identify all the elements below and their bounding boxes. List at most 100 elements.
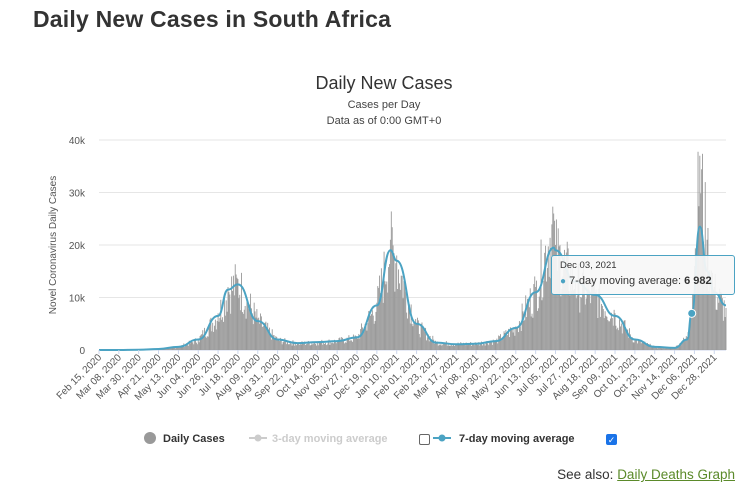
daily-case-bar: [220, 299, 222, 350]
daily-case-bar: [290, 343, 292, 350]
daily-case-bar: [678, 345, 680, 350]
daily-case-bar: [201, 334, 203, 350]
daily-case-bar: [289, 342, 291, 350]
daily-case-bar: [314, 342, 316, 350]
daily-case-bar: [454, 345, 455, 350]
daily-case-bar: [298, 344, 300, 350]
daily-case-bar: [403, 281, 405, 350]
daily-case-bar: [426, 337, 428, 350]
daily-case-bar: [200, 334, 202, 350]
daily-case-bar: [580, 297, 582, 350]
daily-case-bar: [244, 305, 246, 350]
daily-case-bar: [541, 300, 543, 350]
daily-case-bar: [234, 264, 236, 350]
daily-case-bar: [530, 316, 532, 350]
daily-case-bar: [685, 336, 687, 350]
daily-case-bar: [619, 326, 621, 350]
daily-case-bar: [510, 330, 512, 350]
daily-case-bar: [522, 311, 524, 350]
daily-case-bar: [723, 300, 725, 350]
daily-case-bar: [269, 334, 271, 350]
daily-case-bar: [583, 277, 585, 350]
daily-case-bar: [423, 328, 425, 350]
daily-case-bar: [409, 323, 411, 350]
daily-case-bar: [190, 340, 192, 350]
daily-case-bar: [240, 310, 242, 350]
daily-case-bar: [316, 342, 318, 350]
daily-case-bar: [224, 315, 226, 350]
daily-case-bar: [459, 344, 461, 350]
daily-case-bar: [525, 295, 527, 350]
daily-case-bar: [188, 340, 190, 350]
daily-case-bar: [563, 265, 565, 350]
daily-case-bar: [688, 326, 690, 350]
daily-case-bar: [320, 342, 322, 350]
daily-case-bar: [513, 327, 515, 350]
daily-case-bar: [379, 275, 381, 350]
daily-case-bar: [593, 285, 595, 350]
daily-case-bar: [656, 347, 657, 350]
daily-case-bar: [490, 342, 491, 350]
tooltip-value: 6 982: [684, 275, 712, 287]
daily-case-bar: [354, 335, 356, 350]
daily-case-bar: [498, 335, 500, 350]
seven-day-average-checkbox[interactable]: ✓: [606, 434, 617, 445]
daily-case-bar: [391, 227, 393, 350]
daily-case-bar: [569, 295, 571, 350]
daily-case-bar: [462, 344, 464, 350]
daily-case-bar: [576, 295, 578, 350]
daily-case-bar: [683, 337, 685, 350]
chart-subtitle-asof: Data as of 0:00 GMT+0: [327, 115, 442, 127]
daily-case-bar: [638, 340, 640, 350]
daily-case-bar: [288, 344, 289, 350]
daily-case-bar: [494, 339, 496, 350]
daily-case-bar: [209, 319, 211, 350]
daily-case-bar: [428, 341, 430, 350]
daily-case-bar: [329, 344, 331, 350]
daily-case-bar: [302, 342, 304, 350]
daily-case-bar: [724, 316, 726, 350]
chart-title: Daily New Cases: [315, 73, 452, 93]
daily-deaths-graph-link[interactable]: Daily Deaths Graph: [617, 467, 735, 482]
daily-case-bar: [433, 339, 435, 350]
daily-case-bar: [594, 292, 596, 350]
daily-case-bar: [342, 337, 344, 350]
daily-case-bar: [592, 280, 594, 350]
daily-case-bar: [611, 318, 613, 350]
daily-case-bar: [309, 345, 311, 350]
daily-case-bar: [268, 329, 270, 350]
daily-case-bar: [306, 344, 307, 350]
daily-case-bar: [376, 302, 378, 350]
daily-case-bar: [429, 335, 431, 350]
three-day-average-checkbox[interactable]: [419, 434, 430, 445]
daily-case-bar: [521, 303, 523, 350]
daily-case-bar: [362, 330, 364, 350]
daily-case-bar: [344, 342, 346, 350]
daily-case-bar: [671, 348, 673, 350]
legend-label: 3-day moving average: [272, 433, 388, 445]
daily-case-bar: [218, 321, 220, 350]
daily-case-bar: [363, 329, 365, 350]
daily-case-bar: [180, 345, 182, 350]
daily-case-bar: [450, 345, 452, 350]
see-also-prefix: See also:: [557, 467, 614, 482]
legend-label: Daily Cases: [163, 433, 225, 445]
daily-case-bar: [515, 326, 517, 350]
daily-case-bar: [322, 344, 324, 350]
daily-case-bar: [258, 317, 260, 350]
daily-case-bar: [297, 343, 298, 350]
daily-case-bar: [261, 326, 263, 350]
daily-case-bar: [229, 294, 231, 350]
daily-case-bar: [247, 304, 249, 350]
daily-case-bar: [189, 343, 191, 350]
daily-case-bar: [485, 342, 487, 350]
daily-case-bar: [371, 314, 372, 350]
daily-case-bar: [711, 270, 713, 350]
daily-case-bar: [445, 341, 447, 350]
daily-case-bar: [306, 343, 308, 350]
daily-case-bar: [690, 319, 692, 350]
daily-case-bar: [466, 345, 468, 350]
daily-case-bar: [618, 330, 620, 350]
tooltip-marker-icon: ●: [560, 276, 567, 287]
daily-case-bar: [177, 347, 178, 350]
